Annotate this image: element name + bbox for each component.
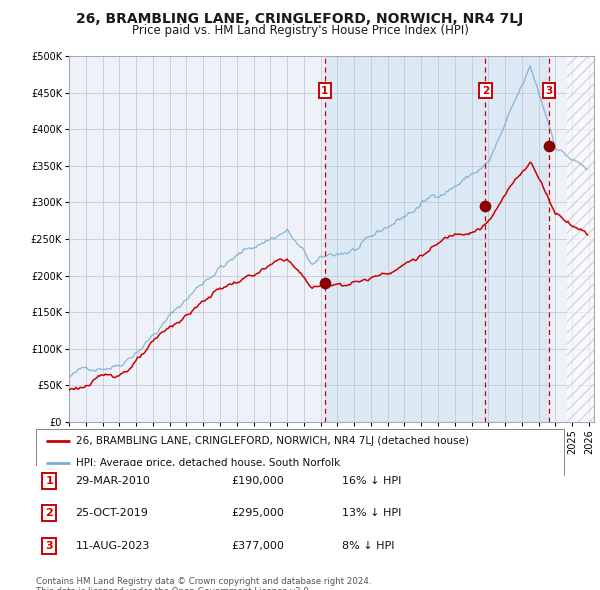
Bar	[325, 56, 549, 422]
Text: £377,000: £377,000	[232, 541, 284, 550]
Text: 26, BRAMBLING LANE, CRINGLEFORD, NORWICH, NR4 7LJ: 26, BRAMBLING LANE, CRINGLEFORD, NORWICH…	[76, 12, 524, 26]
Text: 29-MAR-2010: 29-MAR-2010	[76, 476, 151, 486]
Text: 3: 3	[46, 541, 53, 550]
Text: £295,000: £295,000	[232, 509, 284, 518]
Text: 16% ↓ HPI: 16% ↓ HPI	[342, 476, 401, 486]
Text: 13% ↓ HPI: 13% ↓ HPI	[342, 509, 401, 518]
Point	[481, 201, 490, 211]
Text: Contains HM Land Registry data © Crown copyright and database right 2024.
This d: Contains HM Land Registry data © Crown c…	[36, 577, 371, 590]
Point	[544, 142, 554, 151]
Point	[320, 278, 329, 287]
Text: 2: 2	[46, 509, 53, 518]
Text: HPI: Average price, detached house, South Norfolk: HPI: Average price, detached house, Sout…	[76, 457, 340, 467]
Text: 3: 3	[545, 86, 553, 96]
Text: 11-AUG-2023: 11-AUG-2023	[76, 541, 150, 550]
Bar	[566, 56, 594, 422]
Text: 26, BRAMBLING LANE, CRINGLEFORD, NORWICH, NR4 7LJ (detached house): 26, BRAMBLING LANE, CRINGLEFORD, NORWICH…	[76, 437, 469, 447]
Text: £190,000: £190,000	[232, 476, 284, 486]
Text: 1: 1	[321, 86, 328, 96]
Text: 25-OCT-2019: 25-OCT-2019	[76, 509, 148, 518]
Text: 8% ↓ HPI: 8% ↓ HPI	[342, 541, 395, 550]
Text: 1: 1	[46, 476, 53, 486]
Text: 2: 2	[482, 86, 489, 96]
Text: Price paid vs. HM Land Registry's House Price Index (HPI): Price paid vs. HM Land Registry's House …	[131, 24, 469, 37]
